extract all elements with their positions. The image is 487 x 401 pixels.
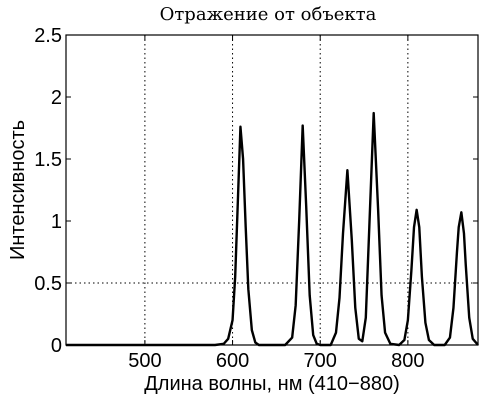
y-tick-label: 2 xyxy=(51,87,62,109)
y-axis-label: Интенсивность xyxy=(7,120,29,260)
y-tick-label: 0.5 xyxy=(34,273,62,295)
x-tick-label: 700 xyxy=(304,350,337,372)
y-tick-label: 2.5 xyxy=(34,25,62,47)
plot-frame xyxy=(65,34,479,346)
intensity-series-line xyxy=(66,111,479,347)
y-tick-label: 0 xyxy=(51,335,62,357)
chart-title: Отражение от объекта xyxy=(160,4,377,25)
y-tick-label: 1 xyxy=(51,211,62,233)
axis-ticks xyxy=(66,34,478,346)
y-tick-label: 1.5 xyxy=(34,149,62,171)
x-axis-label: Длина волны, нм (410−880) xyxy=(144,373,400,395)
x-tick-label: 500 xyxy=(128,350,161,372)
x-tick-label: 600 xyxy=(216,350,249,372)
x-tick-labels: 500 600 700 800 xyxy=(128,350,424,372)
y-tick-labels: 0 0.5 1 1.5 2 2.5 xyxy=(34,25,62,357)
x-tick-label: 800 xyxy=(391,350,424,372)
series-layer xyxy=(66,111,479,347)
grid-lines xyxy=(66,35,478,345)
